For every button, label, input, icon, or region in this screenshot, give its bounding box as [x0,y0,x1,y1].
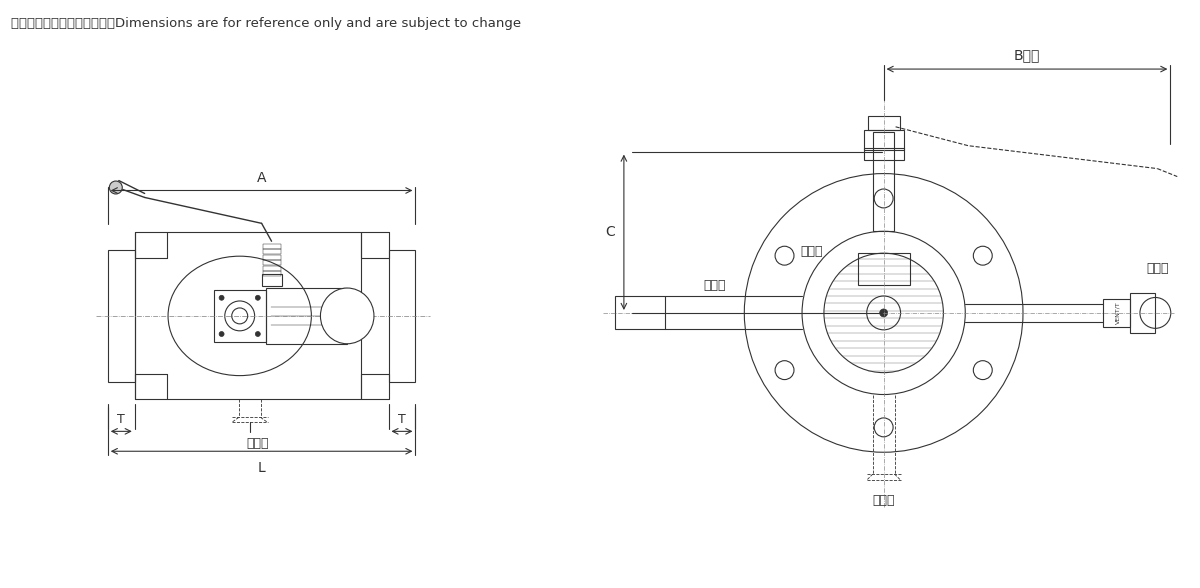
Circle shape [256,332,260,336]
Bar [263,266,281,270]
Bar [389,250,415,382]
Bar [214,290,265,342]
Text: 截止阀: 截止阀 [800,245,823,258]
Text: A: A [257,171,266,185]
Circle shape [109,181,122,194]
Text: 排放口: 排放口 [872,494,895,507]
Bar [263,260,281,265]
Text: L: L [258,461,265,475]
Text: B打开: B打开 [1014,48,1040,62]
Circle shape [220,295,224,300]
Bar [108,250,134,382]
Bar [263,244,281,249]
Ellipse shape [320,288,374,344]
Circle shape [880,309,888,317]
Circle shape [220,332,224,336]
Bar [864,130,904,150]
Bar [263,249,281,254]
Text: 尺寸仅供参考，可能有变动。Dimensions are for reference only and are subject to change: 尺寸仅供参考，可能有变动。Dimensions are for referenc… [11,17,521,31]
Text: 排放口: 排放口 [246,437,269,450]
Bar [858,253,910,285]
Text: 截止阀: 截止阀 [703,279,726,292]
Bar [262,274,282,286]
Bar [265,288,347,344]
Text: T: T [118,413,125,426]
Text: VENT/T: VENT/T [1115,302,1120,325]
Text: C: C [605,225,614,239]
Bar [868,116,900,130]
Bar [1103,299,1130,327]
Circle shape [256,295,260,300]
Text: 排放阀: 排放阀 [1146,262,1169,275]
Bar [1130,293,1156,333]
Text: T: T [398,413,406,426]
Bar [263,271,281,276]
Bar [864,148,904,159]
Bar [263,255,281,260]
Bar [874,132,894,231]
Bar [614,296,665,329]
